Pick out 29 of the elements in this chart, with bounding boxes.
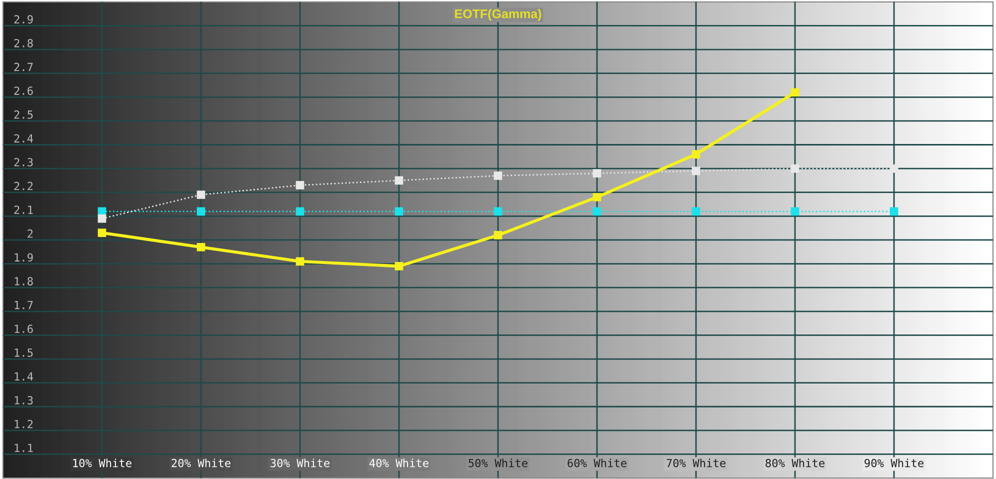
y-tick-label: 1.2 xyxy=(14,420,33,428)
y-tick-label: 2.9 xyxy=(14,15,33,24)
y-tick-label: 1.7 xyxy=(14,300,33,310)
text: EOTF(Gamma) xyxy=(455,9,542,21)
y-tick-label: 2.1 xyxy=(14,206,33,214)
y-tick-label: 1.8 xyxy=(14,277,33,286)
y-tick-label: 2.4 xyxy=(14,134,34,142)
x-tick-label: 20% White xyxy=(172,458,230,468)
y-tick-label: 1.5 xyxy=(14,348,33,357)
y-tick-label: 2.5 xyxy=(14,110,33,119)
x-tick-label: 70% White xyxy=(666,458,726,468)
y-tick-label: 1.9 xyxy=(14,253,33,262)
x-tick-label: 60% White xyxy=(568,458,626,468)
x-tick-label: 10% White xyxy=(73,458,132,468)
y-tick-label: 1.4 xyxy=(14,372,34,381)
x-tick-label: 30% White xyxy=(270,458,330,468)
x-tick-label: 90% White xyxy=(864,458,924,468)
x-tick-label: 80% White xyxy=(766,458,824,468)
x-tick-label: 50% White xyxy=(468,458,528,468)
x-tick-label: 40% White xyxy=(369,458,428,468)
y-tick-label: 2.8 xyxy=(14,38,33,48)
y-tick-label: 2.2 xyxy=(14,182,33,190)
y-tick-label: 1.1 xyxy=(14,444,33,452)
y-tick-label: 2.3 xyxy=(14,158,33,166)
y-tick-label: 2.6 xyxy=(14,86,33,95)
y-tick-label: 1.3 xyxy=(14,396,33,404)
y-tick-label: 2.7 xyxy=(14,62,33,72)
y-tick-label: 2 xyxy=(28,229,33,238)
y-tick-label: 1.6 xyxy=(14,324,33,334)
